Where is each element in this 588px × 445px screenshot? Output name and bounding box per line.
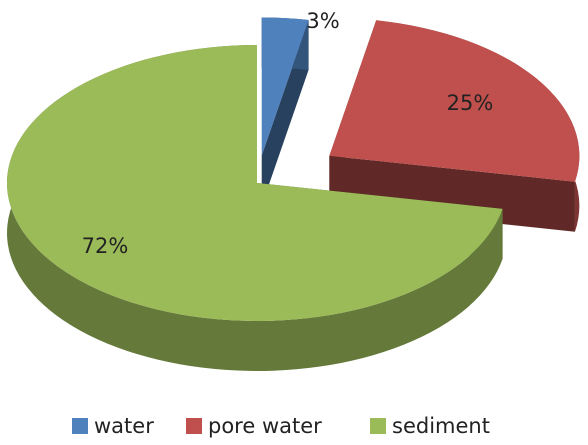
data-label: 72%: [82, 234, 129, 258]
slice-top: [329, 20, 580, 182]
legend-label: pore water: [208, 414, 322, 438]
legend-label: sediment: [392, 414, 490, 438]
slice-top: [261, 17, 309, 156]
legend-swatch: [72, 418, 88, 434]
slice: [261, 17, 309, 206]
legend-swatch: [186, 418, 202, 434]
data-label: 25%: [447, 91, 494, 115]
data-label: 3%: [306, 9, 339, 33]
slice-top: [6, 45, 503, 321]
slice-wall: [329, 155, 575, 232]
slice: [329, 20, 580, 232]
legend-swatch: [370, 418, 386, 434]
legend-label: water: [94, 414, 154, 438]
slice: [6, 45, 503, 372]
